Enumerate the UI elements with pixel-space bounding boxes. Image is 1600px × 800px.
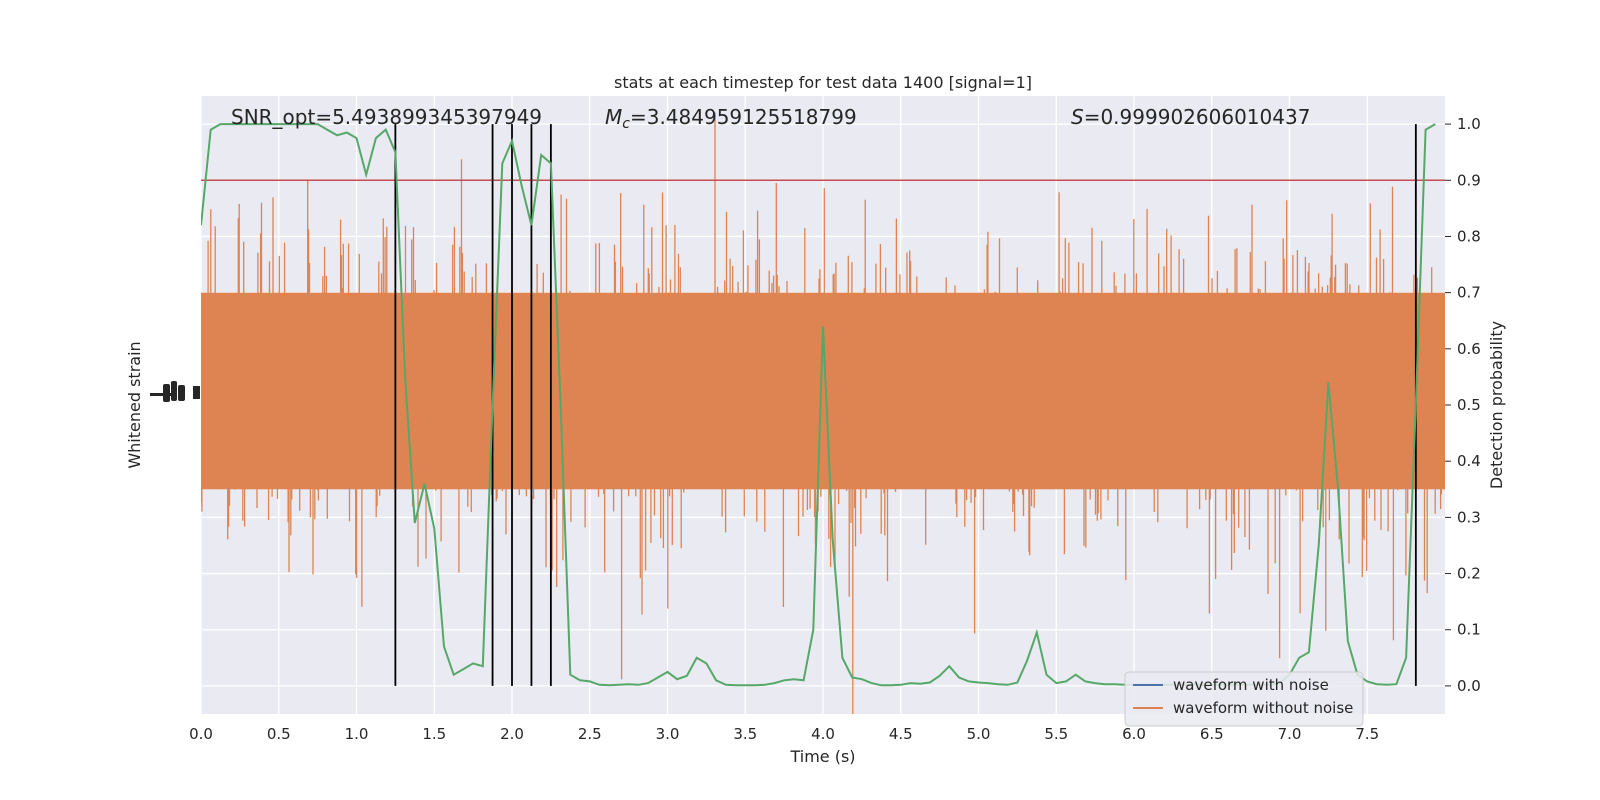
x-tick-label: 6.0 xyxy=(1122,725,1146,743)
y-axis-right-label: Detection probability xyxy=(1487,321,1506,489)
y-tick-label: 0.4 xyxy=(1457,452,1481,470)
x-tick-label: 3.5 xyxy=(733,725,757,743)
x-tick-label: 7.5 xyxy=(1355,725,1379,743)
x-axis-label: Time (s) xyxy=(789,747,855,766)
x-tick-label: 1.0 xyxy=(345,725,369,743)
s-symbol: S xyxy=(1071,105,1084,129)
y-tick-label: 0.8 xyxy=(1457,227,1481,245)
y-axis-left-label: Whitened strain xyxy=(125,341,144,468)
x-axis-ticks: 0.0 0.5 1.0 1.5 2.0 2.5 3.0 3.5 4.0 4.5 5.0 5.5 6.0 6… xyxy=(189,725,1379,743)
x-tick-label: 3.0 xyxy=(656,725,680,743)
mc-subscript: c xyxy=(622,116,630,132)
x-tick-label: 0.5 xyxy=(267,725,291,743)
y-axis-right-ticks: 0.0 0.1 0.2 0.3 0.4 0.5 0.6 0.7 0.8 0.9 1.0 xyxy=(1445,115,1481,695)
legend-label-waveform-without-noise: waveform without noise xyxy=(1173,699,1353,717)
x-tick-label: 7.0 xyxy=(1278,725,1302,743)
x-tick-label: 2.0 xyxy=(500,725,524,743)
s-value: =0.999902606010437 xyxy=(1084,105,1311,129)
y-tick-label: 0.1 xyxy=(1457,621,1481,639)
x-tick-label: 5.0 xyxy=(967,725,991,743)
x-tick-label: 1.5 xyxy=(422,725,446,743)
y-tick-label: 0.6 xyxy=(1457,340,1481,358)
y-tick-label: 1.0 xyxy=(1457,115,1481,133)
x-tick-label: 5.5 xyxy=(1044,725,1068,743)
y-tick-label: 0.9 xyxy=(1457,171,1481,189)
mc-value: =3.484959125518799 xyxy=(630,105,857,129)
x-tick-label: 0.0 xyxy=(189,725,213,743)
s-annotation: S=0.999902606010437 xyxy=(1071,105,1310,129)
snr-annotation: SNR_opt=5.493899345397949 xyxy=(231,105,542,129)
x-tick-label: 4.5 xyxy=(889,725,913,743)
chart-title: stats at each timestep for test data 140… xyxy=(614,73,1032,92)
x-tick-label: 6.5 xyxy=(1200,725,1224,743)
x-tick-label: 4.0 xyxy=(811,725,835,743)
mc-symbol: M xyxy=(605,105,622,129)
y-tick-label: 0.7 xyxy=(1457,284,1481,302)
series-waveform-without-noise xyxy=(201,112,1445,714)
y-tick-label: 0.3 xyxy=(1457,508,1481,526)
y-tick-label: 0.2 xyxy=(1457,565,1481,583)
mc-annotation: Mc=3.484959125518799 xyxy=(605,105,857,132)
x-tick-label: 2.5 xyxy=(578,725,602,743)
legend-frame xyxy=(1124,671,1364,727)
legend: waveform with noise waveform without noi… xyxy=(1124,671,1364,727)
vertical-markers xyxy=(394,124,1417,686)
y-tick-label: 0.5 xyxy=(1457,396,1481,414)
left-axis-tick-clutter xyxy=(150,381,200,402)
plot-content xyxy=(201,112,1445,714)
legend-label-waveform-with-noise: waveform with noise xyxy=(1173,676,1329,694)
y-tick-label: 0.0 xyxy=(1457,677,1481,695)
noise-waveform xyxy=(201,112,1445,714)
